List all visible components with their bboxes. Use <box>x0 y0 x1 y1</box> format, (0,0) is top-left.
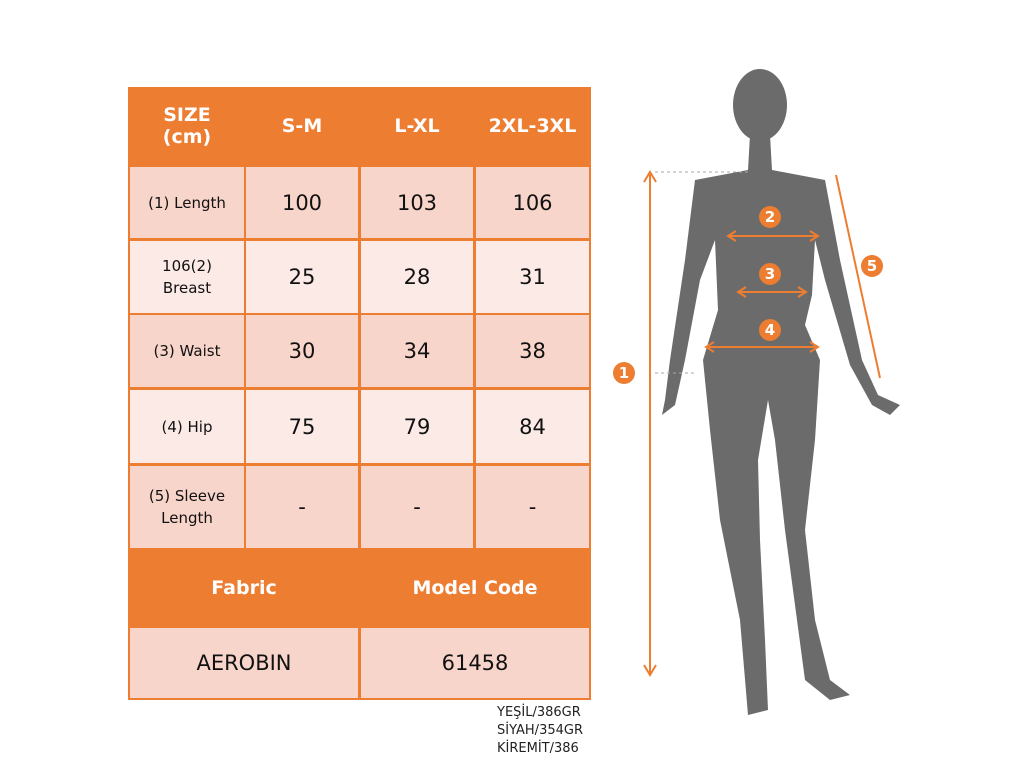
header-col: L-XL <box>361 87 473 165</box>
row-value-text: 28 <box>403 265 431 289</box>
row-value-text: - <box>298 495 306 519</box>
row-label-text: (3) Waist <box>153 342 221 360</box>
row-label-text: (1) Length <box>148 193 226 212</box>
row-label: (5) Sleeve Length <box>130 466 244 548</box>
model-code-header: Model Code <box>361 550 589 625</box>
row-value-text: 100 <box>281 190 323 215</box>
fabric-value: AEROBIN <box>130 628 358 698</box>
row-value: 100 <box>246 167 358 238</box>
row-value-text: 106 <box>512 190 553 215</box>
row-value: 34 <box>361 315 473 387</box>
fabric-header: Fabric <box>130 550 358 625</box>
row-value-text: 103 <box>396 190 438 215</box>
row-value: - <box>361 466 473 548</box>
row-value-text: 25 <box>288 265 316 289</box>
row-value: - <box>246 466 358 548</box>
body-measurement-figure: 1 2 3 4 5 <box>613 69 900 715</box>
size-table: SIZE (cm) S-M L-XL 2XL-3XL (1) Length 100 103 1… <box>128 87 591 700</box>
row-value: 84 <box>476 390 589 463</box>
color-line: YEŞİL/386GR <box>497 705 581 720</box>
row-value-text: 79 <box>403 414 431 439</box>
color-line: SİYAH/354GR <box>497 723 583 738</box>
header-col: S-M <box>246 87 358 165</box>
marker-4: 4 <box>765 321 775 339</box>
row-value: 28 <box>361 241 473 313</box>
marker-2: 2 <box>765 208 775 226</box>
row-value: 106 <box>476 167 589 238</box>
row-value-text: 30 <box>288 339 316 363</box>
row-value-text: - <box>528 495 537 519</box>
row-label-text: 106(2) Breast <box>162 257 212 297</box>
row-value-text: - <box>413 495 421 519</box>
color-weights: YEŞİL/386GR SİYAH/354GR KİREMİT/386 <box>497 704 583 758</box>
row-value: 31 <box>476 241 589 313</box>
row-value-text: 31 <box>519 265 546 289</box>
model-code-value-text: 61458 <box>441 651 509 675</box>
row-value: 75 <box>246 390 358 463</box>
row-value: 25 <box>246 241 358 313</box>
row-label-text: (4) Hip <box>161 417 213 436</box>
row-label-text: (5) Sleeve Length <box>148 487 226 527</box>
woman-silhouette <box>662 69 900 715</box>
marker-1: 1 <box>619 364 629 382</box>
header-col-text: 2XL-3XL <box>488 115 577 137</box>
row-label: (4) Hip <box>130 390 244 463</box>
row-value-text: 75 <box>288 414 316 439</box>
row-value: 38 <box>476 315 589 387</box>
color-line: KİREMİT/386 <box>497 741 579 756</box>
row-label: (3) Waist <box>130 315 244 387</box>
fabric-value-text: AEROBIN <box>196 651 292 675</box>
header-size: SIZE (cm) <box>130 87 244 165</box>
model-code-value: 61458 <box>361 628 589 698</box>
row-value-text: 34 <box>403 339 431 363</box>
header-col: 2XL-3XL <box>476 87 589 165</box>
header-col-text: L-XL <box>394 115 440 137</box>
row-value: 30 <box>246 315 358 387</box>
row-value: 103 <box>361 167 473 238</box>
row-value: - <box>476 466 589 548</box>
header-col-text: S-M <box>281 115 323 137</box>
marker-3: 3 <box>765 265 775 283</box>
marker-5: 5 <box>867 257 877 275</box>
row-value: 79 <box>361 390 473 463</box>
row-value-text: 84 <box>519 414 546 439</box>
row-value-text: 38 <box>519 339 546 363</box>
row-label: (1) Length <box>130 167 244 238</box>
header-size-text: SIZE (cm) <box>162 104 212 148</box>
model-code-header-text: Model Code <box>412 576 538 599</box>
fabric-header-text: Fabric <box>211 576 277 599</box>
row-label: 106(2) Breast <box>130 241 244 313</box>
